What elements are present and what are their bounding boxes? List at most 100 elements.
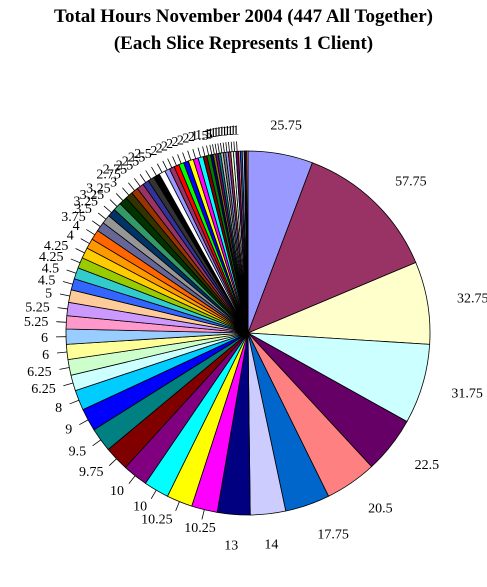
slice-label-59: 1 — [221, 124, 228, 139]
slice-label-13: 10 — [110, 484, 124, 499]
slice-label-16: 9 — [65, 423, 72, 438]
leader-line-29 — [80, 238, 90, 244]
slice-label-36: 3 — [110, 176, 117, 191]
leader-line-12 — [150, 489, 157, 500]
slice-label-21: 6 — [41, 331, 48, 346]
slice-label-11: 10.25 — [141, 512, 173, 527]
slice-label-34: 3.25 — [80, 188, 105, 203]
leader-line-61 — [230, 141, 233, 152]
leader-line-63 — [236, 141, 238, 152]
leader-line-28 — [75, 248, 85, 254]
leader-line-46 — [177, 154, 182, 164]
leader-line-35 — [115, 193, 124, 201]
leader-line-34 — [109, 199, 118, 207]
leader-line-33 — [103, 205, 112, 213]
slice-label-42: 2.5 — [134, 147, 152, 162]
leader-line-43 — [162, 160, 168, 171]
slice-label-43: 2 — [150, 144, 157, 159]
slice-label-39: 2.5 — [116, 158, 134, 173]
leader-line-40 — [145, 170, 152, 180]
slice-label-61: 1 — [227, 124, 234, 139]
leader-line-38 — [133, 178, 141, 187]
chart-subtitle: (Each Slice Represents 1 Client) — [113, 33, 374, 54]
slice-label-40: 2.5 — [122, 154, 140, 169]
leader-line-50 — [197, 147, 201, 158]
slice-label-51: 1.5 — [191, 129, 209, 144]
slice-label-32: 3.5 — [74, 202, 92, 217]
slice-label-3: 32.75 — [457, 292, 487, 307]
slice-label-37: 2.75 — [96, 167, 121, 182]
slice-label-9: 13 — [224, 538, 238, 553]
pie-slice-2 — [247, 162, 417, 334]
slice-label-41: 2.5 — [128, 151, 146, 166]
slice-label-28: 4.25 — [44, 239, 69, 254]
leader-line-10 — [201, 509, 205, 520]
slice-label-55: 1 — [210, 126, 217, 141]
leader-line-13 — [128, 475, 136, 484]
slice-label-23: 5.25 — [25, 301, 50, 316]
slice-label-60: 1 — [224, 124, 231, 139]
leader-line-14 — [108, 458, 117, 466]
leader-line-45 — [172, 156, 177, 166]
leader-line-47 — [182, 152, 187, 163]
leader-line-51 — [202, 146, 206, 157]
slice-label-14: 9.75 — [79, 465, 104, 480]
slice-label-30: 4 — [73, 219, 80, 234]
slice-label-17: 8 — [55, 401, 62, 416]
leader-line-58 — [222, 142, 225, 153]
leader-line-16 — [79, 419, 89, 426]
slice-label-19: 6.25 — [27, 365, 52, 380]
leader-line-25 — [62, 281, 73, 285]
slice-label-45: 2 — [161, 139, 168, 154]
slice-label-54: 1 — [207, 127, 214, 142]
slice-label-35: 3.25 — [86, 182, 111, 197]
leader-line-62 — [233, 141, 235, 152]
leader-line-56 — [217, 143, 220, 154]
slice-label-57: 1 — [215, 125, 222, 140]
pie-slice-69 — [246, 150, 249, 334]
slice-label-44: 2 — [156, 142, 163, 157]
slice-label-53: 1 — [204, 127, 211, 142]
leader-line-57 — [220, 142, 223, 153]
slice-label-20: 6 — [42, 348, 49, 363]
slice-label-25: 4.5 — [38, 273, 56, 288]
leader-line-41 — [151, 166, 157, 176]
slice-label-47: 2 — [171, 135, 178, 150]
slice-label-27: 4.25 — [39, 250, 64, 265]
slice-label-15: 9.5 — [69, 444, 87, 459]
leader-line-19 — [59, 367, 70, 370]
slice-label-24: 5 — [45, 286, 52, 301]
leader-line-17 — [69, 399, 80, 405]
leader-line-37 — [128, 182, 135, 191]
slice-label-38: 2.75 — [103, 163, 128, 178]
leader-line-23 — [57, 307, 68, 310]
leader-line-15 — [92, 439, 101, 447]
leader-line-32 — [97, 212, 107, 220]
leader-line-53 — [209, 144, 213, 155]
slice-label-12: 10 — [133, 500, 147, 515]
slice-label-7: 17.75 — [317, 527, 349, 542]
slice-label-56: 1 — [212, 126, 219, 141]
slice-label-33: 3.25 — [73, 195, 98, 210]
slice-label-4: 31.75 — [451, 387, 483, 402]
leader-line-42 — [156, 163, 163, 173]
leader-line-49 — [192, 148, 197, 159]
slice-label-29: 4 — [67, 229, 74, 244]
slice-label-6: 20.5 — [368, 502, 393, 517]
leader-line-54 — [212, 144, 215, 155]
leader-line-22 — [56, 321, 67, 323]
leader-line-11 — [175, 501, 180, 512]
slice-label-1: 25.75 — [270, 118, 302, 133]
slice-label-18: 6.25 — [31, 382, 56, 397]
chart-title: Total Hours November 2004 (447 All Toget… — [54, 6, 433, 27]
slice-label-22: 5.25 — [24, 315, 49, 330]
slice-label-58: 1 — [218, 125, 225, 140]
leader-line-60 — [228, 141, 230, 152]
leader-line-39 — [139, 173, 147, 183]
slice-label-62: 1 — [229, 124, 236, 139]
slice-label-26: 4.5 — [42, 261, 60, 276]
leader-line-59 — [225, 142, 228, 153]
slice-label-31: 3.75 — [61, 210, 86, 225]
leader-line-24 — [59, 293, 70, 297]
